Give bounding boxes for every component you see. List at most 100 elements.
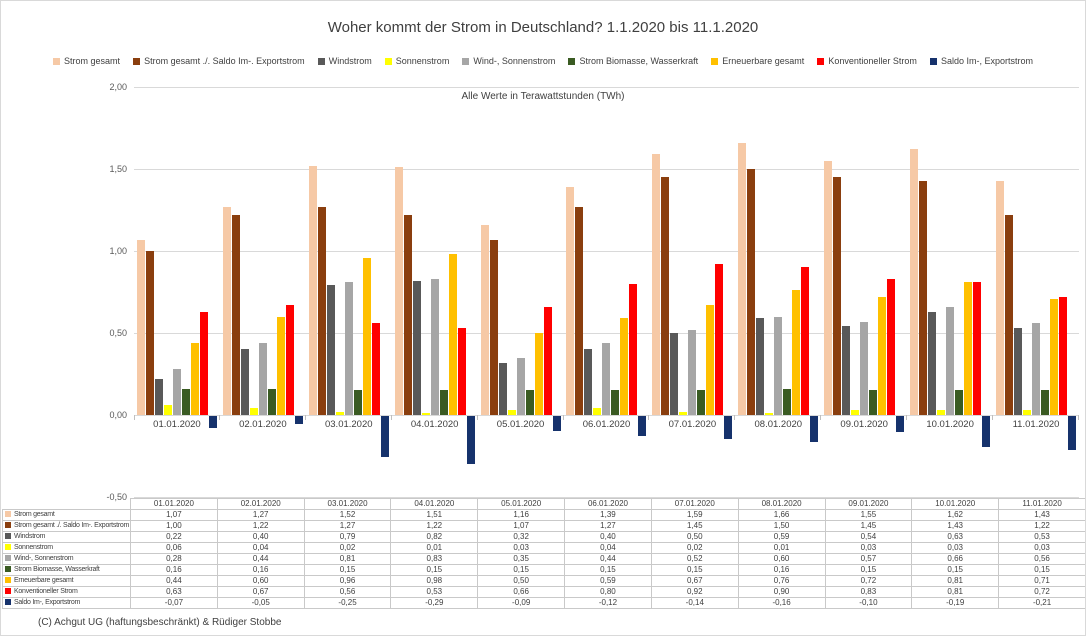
legend-item[interactable]: Strom gesamt ./. Saldo Im-. Exportstrom — [133, 56, 305, 66]
bar[interactable] — [887, 278, 896, 415]
bar[interactable] — [163, 405, 172, 415]
bar[interactable] — [996, 180, 1005, 415]
bar[interactable] — [1014, 328, 1023, 415]
bar[interactable] — [249, 408, 258, 415]
bar[interactable] — [276, 316, 285, 415]
bar[interactable] — [258, 342, 267, 415]
legend-item[interactable]: Sonnenstrom — [384, 56, 449, 66]
bar[interactable] — [145, 251, 154, 415]
bar[interactable] — [1041, 390, 1050, 415]
bar[interactable] — [566, 187, 575, 415]
legend-item[interactable]: Erneuerbare gesamt — [711, 56, 804, 66]
legend-item[interactable]: Strom gesamt — [53, 56, 120, 66]
bar[interactable] — [1032, 323, 1041, 415]
legend-item[interactable]: Konventioneller Strom — [817, 56, 917, 66]
bar[interactable] — [851, 410, 860, 415]
bar[interactable] — [620, 318, 629, 415]
bar[interactable] — [575, 206, 584, 415]
bar[interactable] — [982, 416, 991, 448]
bar[interactable] — [353, 390, 362, 415]
bar[interactable] — [362, 257, 371, 415]
bar[interactable] — [335, 411, 344, 415]
bar[interactable] — [543, 306, 552, 415]
bar[interactable] — [394, 167, 403, 415]
bar[interactable] — [593, 408, 602, 415]
bar[interactable] — [466, 416, 475, 464]
bar[interactable] — [285, 305, 294, 415]
bar[interactable] — [326, 285, 335, 415]
bar[interactable] — [602, 342, 611, 415]
bar[interactable] — [824, 160, 833, 415]
bar[interactable] — [774, 316, 783, 415]
bar[interactable] — [1005, 214, 1014, 415]
bar[interactable] — [1059, 296, 1068, 415]
bar[interactable] — [457, 328, 466, 415]
bar[interactable] — [552, 416, 561, 431]
bar[interactable] — [525, 390, 534, 415]
bar[interactable] — [783, 388, 792, 415]
bar[interactable] — [371, 323, 380, 415]
bar[interactable] — [869, 390, 878, 415]
bar[interactable] — [661, 177, 670, 415]
bar[interactable] — [765, 413, 774, 415]
bar[interactable] — [724, 416, 733, 439]
bar[interactable] — [380, 416, 389, 457]
bar[interactable] — [154, 378, 163, 415]
bar[interactable] — [896, 416, 905, 433]
bar[interactable] — [498, 362, 507, 415]
bar[interactable] — [946, 306, 955, 415]
bar[interactable] — [652, 154, 661, 415]
bar[interactable] — [222, 206, 231, 415]
bar[interactable] — [231, 214, 240, 415]
legend-item[interactable]: Wind-, Sonnenstrom — [462, 56, 555, 66]
legend-item[interactable]: Windstrom — [317, 56, 372, 66]
bar[interactable] — [1050, 298, 1059, 415]
bar[interactable] — [670, 333, 679, 415]
bar[interactable] — [688, 329, 697, 415]
bar[interactable] — [317, 206, 326, 415]
bar[interactable] — [190, 342, 199, 415]
bar[interactable] — [439, 390, 448, 415]
bar[interactable] — [878, 296, 887, 415]
bar[interactable] — [430, 278, 439, 415]
bar[interactable] — [679, 411, 688, 415]
bar[interactable] — [910, 149, 919, 415]
bar[interactable] — [403, 214, 412, 415]
bar[interactable] — [638, 416, 647, 436]
bar[interactable] — [480, 224, 489, 415]
bar[interactable] — [489, 239, 498, 415]
bar[interactable] — [267, 388, 276, 415]
bar[interactable] — [308, 165, 317, 415]
bar[interactable] — [1023, 410, 1032, 415]
bar[interactable] — [810, 416, 819, 443]
bar[interactable] — [706, 305, 715, 415]
legend-item[interactable]: Saldo Im-, Exportstrom — [929, 56, 1033, 66]
bar[interactable] — [294, 416, 303, 425]
bar[interactable] — [738, 142, 747, 415]
bar[interactable] — [973, 282, 982, 415]
bar[interactable] — [584, 349, 593, 415]
bar[interactable] — [240, 349, 249, 415]
bar[interactable] — [136, 239, 145, 415]
bar[interactable] — [697, 390, 706, 415]
bar[interactable] — [412, 280, 421, 415]
bar[interactable] — [181, 388, 190, 415]
bar[interactable] — [421, 413, 430, 415]
bar[interactable] — [955, 390, 964, 415]
bar[interactable] — [937, 410, 946, 415]
bar[interactable] — [1068, 416, 1077, 451]
bar[interactable] — [801, 267, 810, 415]
legend-item[interactable]: Strom Biomasse, Wasserkraft — [568, 56, 698, 66]
bar[interactable] — [964, 282, 973, 415]
bar[interactable] — [842, 326, 851, 415]
bar[interactable] — [747, 169, 756, 415]
bar[interactable] — [172, 369, 181, 415]
bar[interactable] — [516, 357, 525, 415]
bar[interactable] — [792, 290, 801, 415]
bar[interactable] — [928, 311, 937, 415]
bar[interactable] — [919, 180, 928, 415]
bar[interactable] — [199, 311, 208, 415]
bar[interactable] — [860, 321, 869, 415]
bar[interactable] — [344, 282, 353, 415]
bar[interactable] — [629, 283, 638, 415]
